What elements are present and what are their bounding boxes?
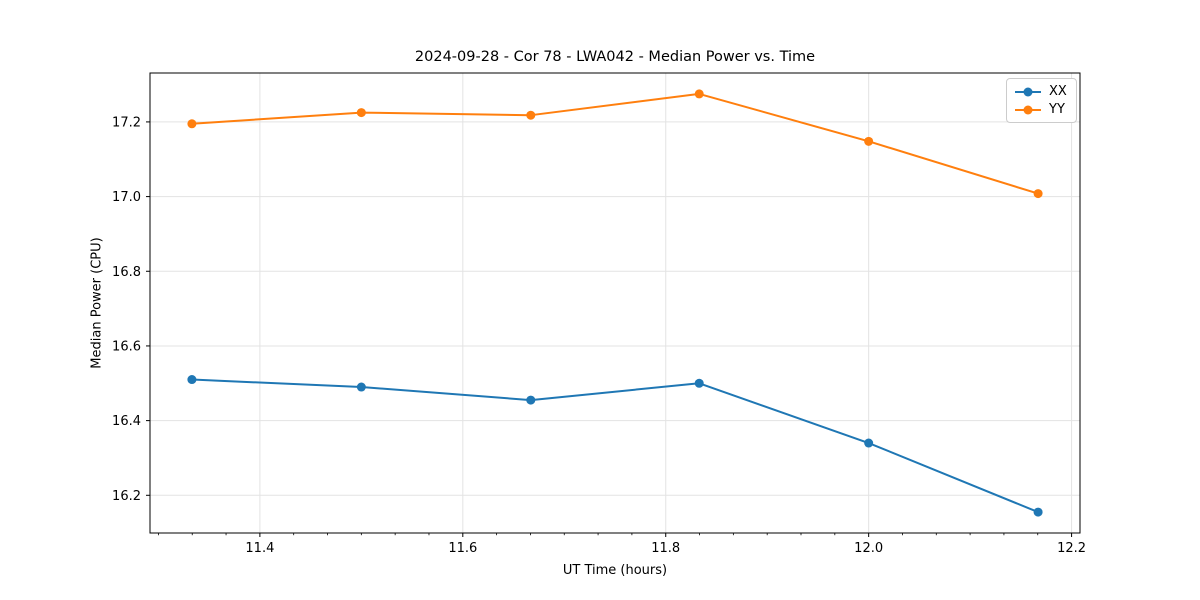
data-point-YY xyxy=(864,136,874,146)
chart-title: 2024-09-28 - Cor 78 - LWA042 - Median Po… xyxy=(414,49,816,65)
series-line-XX xyxy=(191,378,1039,514)
legend-label: XX xyxy=(1049,84,1067,99)
y-tick-label: 17.2 xyxy=(112,115,141,130)
data-point-XX xyxy=(187,375,197,385)
data-point-XX xyxy=(1033,507,1043,517)
x-tick-label: 12.0 xyxy=(854,541,883,556)
series-line-YY xyxy=(191,92,1039,195)
data-point-YY xyxy=(694,89,704,99)
data-point-YY xyxy=(1033,189,1043,199)
x-axis-label: UT Time (hours) xyxy=(562,563,668,578)
legend-item-XX: XX xyxy=(1014,84,1067,99)
data-point-YY xyxy=(187,119,197,129)
legend-swatch-XX xyxy=(1015,87,1041,96)
data-point-XX xyxy=(526,395,536,405)
x-tick-label: 11.6 xyxy=(448,541,477,556)
data-point-YY xyxy=(526,110,536,120)
x-tick-label: 11.4 xyxy=(245,541,274,556)
legend-item-YY: YY xyxy=(1014,102,1067,117)
data-point-XX xyxy=(356,382,366,392)
legend-label: YY xyxy=(1049,102,1065,117)
y-tick-label: 17.0 xyxy=(112,190,141,205)
x-tick-label: 12.2 xyxy=(1057,541,1086,556)
x-tick-label: 11.8 xyxy=(651,541,680,556)
y-axis-label: Median Power (CPU) xyxy=(89,237,105,369)
data-point-YY xyxy=(356,108,366,118)
y-tick-label: 16.2 xyxy=(112,489,141,504)
data-point-XX xyxy=(864,438,874,448)
y-tick-label: 16.6 xyxy=(112,339,141,354)
axes-frame xyxy=(149,72,1081,534)
data-point-XX xyxy=(694,378,704,388)
y-tick-label: 16.4 xyxy=(112,414,141,429)
legend-swatch-YY xyxy=(1015,105,1041,114)
y-tick-label: 16.8 xyxy=(112,265,141,280)
legend: XX YY xyxy=(1006,78,1077,123)
